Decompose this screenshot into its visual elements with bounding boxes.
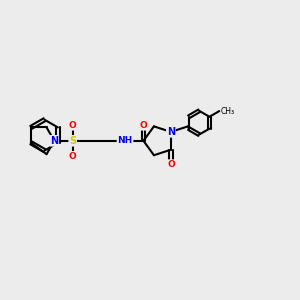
- Text: O: O: [69, 152, 76, 161]
- Text: N: N: [167, 127, 175, 137]
- Text: NH: NH: [117, 136, 133, 145]
- Text: O: O: [69, 121, 76, 130]
- Text: N: N: [50, 136, 58, 146]
- Text: O: O: [140, 121, 147, 130]
- Text: O: O: [167, 160, 175, 169]
- Text: CH₃: CH₃: [220, 106, 234, 116]
- Text: S: S: [69, 136, 76, 146]
